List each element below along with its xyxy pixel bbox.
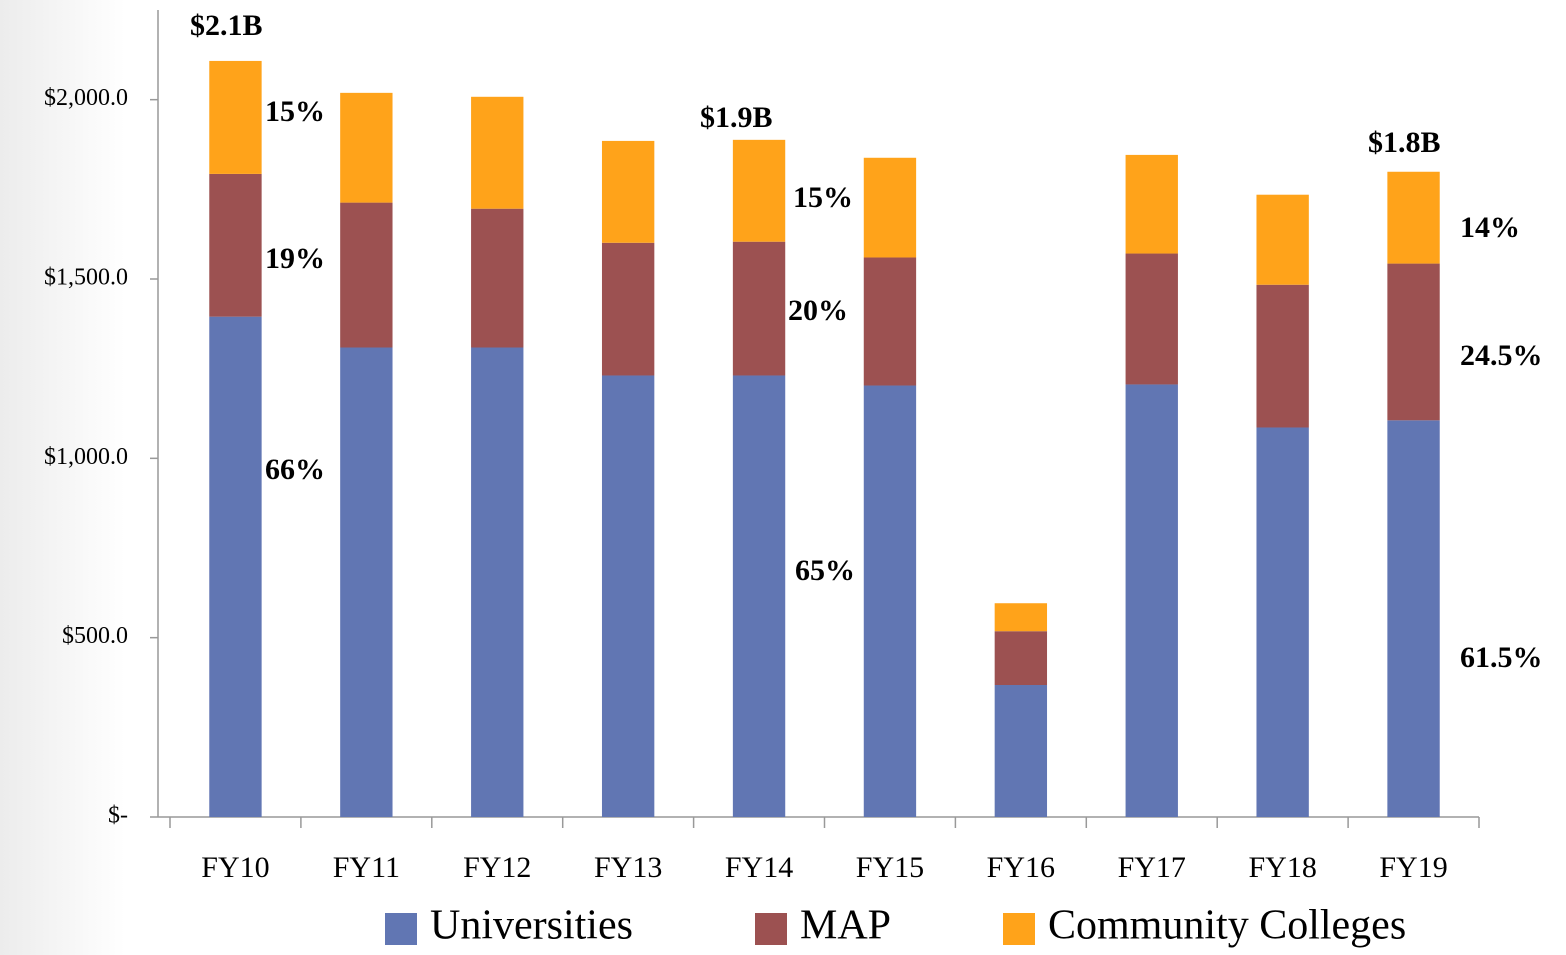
- bar-segment: [863, 157, 917, 258]
- bar-segment: [994, 603, 1048, 632]
- bar-segment: [1256, 427, 1309, 817]
- bar-segment: [863, 385, 917, 817]
- x-tick-label: FY15: [856, 851, 924, 884]
- legend-swatch: [755, 913, 787, 945]
- annotation: $2.1B: [190, 9, 263, 42]
- y-tick-label: $1,000.0: [44, 444, 128, 470]
- bar-segment: [732, 139, 786, 242]
- bar-segment: [1125, 154, 1178, 254]
- bar-segment: [1125, 384, 1178, 817]
- bar-segment: [1387, 171, 1440, 264]
- annotation: 15%: [265, 95, 325, 128]
- x-tick-label: FY16: [987, 851, 1055, 884]
- annotation: 19%: [265, 242, 325, 275]
- bar-segment: [471, 96, 524, 209]
- annotation: 61.5%: [1460, 641, 1543, 674]
- bar-segment: [994, 631, 1048, 686]
- x-tick-label: FY11: [333, 851, 400, 884]
- bar-segment: [209, 173, 262, 317]
- y-tick-label: $500.0: [62, 623, 128, 649]
- legend-label: MAP: [800, 903, 891, 949]
- x-tick-label: FY13: [594, 851, 662, 884]
- bar-segment: [209, 316, 262, 817]
- annotation: $1.8B: [1368, 126, 1441, 159]
- x-tick-label: FY19: [1379, 851, 1447, 884]
- annotation: 15%: [793, 181, 853, 214]
- annotation: 65%: [795, 554, 855, 587]
- legend-label: Community Colleges: [1048, 903, 1406, 949]
- bar-segment: [732, 375, 786, 817]
- bar-segment: [471, 208, 524, 348]
- y-tick-label: $1,500.0: [44, 265, 128, 291]
- bar-segment: [1256, 194, 1309, 285]
- bar-segment: [732, 241, 786, 376]
- bar-segment: [601, 375, 655, 817]
- annotation: 66%: [265, 453, 325, 486]
- legend-label: Universities: [430, 903, 633, 949]
- bar-segment: [209, 60, 262, 174]
- legend-swatch: [1003, 913, 1035, 945]
- annotation: 14%: [1460, 211, 1520, 244]
- x-tick-label: FY17: [1118, 851, 1186, 884]
- bar-segment: [1387, 420, 1440, 817]
- annotation: $1.9B: [700, 101, 773, 134]
- annotation: 24.5%: [1460, 339, 1543, 372]
- legend-swatch: [385, 913, 417, 945]
- bar-segment: [340, 202, 393, 348]
- y-tick-label: $-: [108, 803, 128, 829]
- bar-segment: [1125, 253, 1178, 385]
- bar-segment: [340, 92, 393, 203]
- x-tick-label: FY14: [725, 851, 793, 884]
- y-tick-label: $2,000.0: [44, 85, 128, 111]
- bar-segment: [601, 242, 655, 376]
- x-tick-label: FY10: [201, 851, 269, 884]
- x-tick-label: FY18: [1248, 851, 1316, 884]
- bar-segment: [340, 347, 393, 817]
- annotation: 20%: [788, 294, 848, 327]
- bar-segment: [601, 140, 655, 243]
- bar-segment: [1256, 284, 1309, 428]
- bar-segment: [1387, 263, 1440, 421]
- bar-segment: [863, 257, 917, 386]
- bar-segment: [994, 685, 1048, 817]
- bar-segment: [471, 347, 524, 817]
- x-tick-label: FY12: [463, 851, 531, 884]
